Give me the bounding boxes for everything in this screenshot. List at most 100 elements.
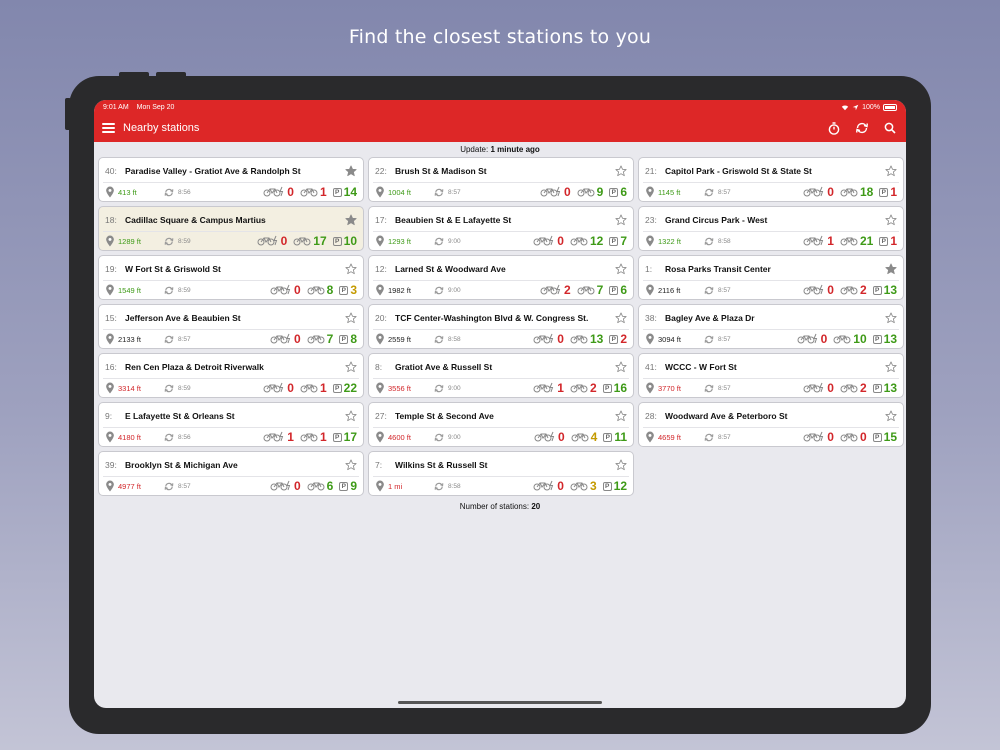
station-card[interactable]: 9: E Lafayette St & Orleans St 4180 ft 8… xyxy=(98,402,364,447)
station-card[interactable]: 8: Gratiot Ave & Russell St 3556 ft 9:00 xyxy=(368,353,634,398)
favorite-star-icon[interactable] xyxy=(345,409,357,422)
station-card[interactable]: 21: Capitol Park - Griswold St & State S… xyxy=(638,157,904,202)
station-number: 41: xyxy=(645,361,657,372)
favorite-star-icon[interactable] xyxy=(345,262,357,275)
favorite-star-icon[interactable] xyxy=(615,213,627,226)
ebike-icon xyxy=(803,382,825,395)
bike-count: 8 xyxy=(326,283,334,297)
parking-dock-icon: P xyxy=(872,285,882,295)
favorite-star-icon[interactable] xyxy=(885,213,897,226)
favorite-star-icon[interactable] xyxy=(615,409,627,422)
favorite-star-icon[interactable] xyxy=(885,360,897,373)
station-number: 27: xyxy=(375,410,387,421)
favorite-star-icon[interactable] xyxy=(885,164,897,177)
station-distance: 3314 ft xyxy=(118,383,141,393)
station-number: 8: xyxy=(375,361,383,372)
ebike-count: 0 xyxy=(287,381,294,395)
bike-icon xyxy=(577,284,595,297)
station-card[interactable]: 7: Wilkins St & Russell St 1 mi 8:58 xyxy=(368,451,634,496)
location-pin-icon xyxy=(376,186,384,198)
dock-count: 8 xyxy=(350,332,357,346)
station-card[interactable]: 20: TCF Center-Washington Blvd & W. Cong… xyxy=(368,304,634,349)
ebike-count: 0 xyxy=(280,234,288,248)
favorite-star-icon[interactable] xyxy=(615,311,627,324)
parking-dock-icon: P xyxy=(339,334,349,344)
location-pin-icon xyxy=(376,480,384,492)
favorite-star-icon[interactable] xyxy=(885,409,897,422)
bike-icon xyxy=(570,480,588,493)
sync-icon xyxy=(434,482,444,490)
menu-icon[interactable] xyxy=(102,123,115,133)
card-divider xyxy=(103,476,359,477)
favorite-star-icon[interactable] xyxy=(615,458,627,471)
station-card[interactable]: 17: Beaubien St & E Lafayette St 1293 ft… xyxy=(368,206,634,251)
sync-icon xyxy=(164,433,174,441)
station-card[interactable]: 27: Temple St & Second Ave 4600 ft 9:00 xyxy=(368,402,634,447)
refresh-icon[interactable] xyxy=(854,120,870,136)
station-name: Wilkins St & Russell St xyxy=(395,459,488,470)
favorite-star-icon[interactable] xyxy=(615,262,627,275)
station-card[interactable]: 23: Grand Circus Park - West 1322 ft 8:5… xyxy=(638,206,904,251)
station-card[interactable]: 22: Brush St & Madison St 1004 ft 8:57 xyxy=(368,157,634,202)
ebike-count: 0 xyxy=(557,430,565,444)
favorite-star-icon[interactable] xyxy=(885,311,897,324)
dock-count: 1 xyxy=(890,234,897,248)
station-card[interactable]: 40: Paradise Valley - Gratiot Ave & Rand… xyxy=(98,157,364,202)
station-update-time: 8:58 xyxy=(448,482,461,490)
favorite-star-icon[interactable] xyxy=(885,262,897,275)
ebike-icon xyxy=(533,333,555,346)
station-card[interactable]: 18: Cadillac Square & Campus Martius 128… xyxy=(98,206,364,251)
favorite-star-icon[interactable] xyxy=(615,164,627,177)
favorite-star-icon[interactable] xyxy=(345,311,357,324)
station-number: 22: xyxy=(375,165,387,176)
station-name: Gratiot Ave & Russell St xyxy=(395,361,493,372)
timer-icon[interactable] xyxy=(826,120,842,136)
station-card[interactable]: 28: Woodward Ave & Peterboro St 4659 ft … xyxy=(638,402,904,447)
ebike-count: 0 xyxy=(827,283,834,297)
station-number: 17: xyxy=(375,214,387,225)
station-name: Temple St & Second Ave xyxy=(395,410,494,421)
bike-count: 12 xyxy=(589,234,604,248)
bike-icon xyxy=(570,333,588,346)
station-card[interactable]: 15: Jefferson Ave & Beaubien St 2133 ft … xyxy=(98,304,364,349)
station-card[interactable]: 16: Ren Cen Plaza & Detroit Riverwalk 33… xyxy=(98,353,364,398)
station-card[interactable]: 39: Brooklyn St & Michigan Ave 4977 ft 8… xyxy=(98,451,364,496)
favorite-star-icon[interactable] xyxy=(615,360,627,373)
dock-count: 6 xyxy=(620,185,627,199)
location-pin-icon xyxy=(106,480,114,492)
station-name: Brooklyn St & Michigan Ave xyxy=(125,459,238,470)
station-card[interactable]: 19: W Fort St & Griswold St 1549 ft 8:59 xyxy=(98,255,364,300)
dock-count: 9 xyxy=(350,479,357,493)
favorite-star-icon[interactable] xyxy=(345,213,357,226)
search-icon[interactable] xyxy=(882,120,898,136)
bike-count: 0 xyxy=(859,430,867,444)
ebike-icon xyxy=(270,480,292,493)
station-distance: 4180 ft xyxy=(118,432,141,442)
status-bar: 9:01 AM Mon Sep 20 100% xyxy=(103,102,897,113)
ebike-icon xyxy=(263,382,285,395)
favorite-star-icon[interactable] xyxy=(345,360,357,373)
favorite-star-icon[interactable] xyxy=(345,164,357,177)
ebike-count: 0 xyxy=(293,283,301,297)
favorite-star-icon[interactable] xyxy=(345,458,357,471)
parking-dock-icon: P xyxy=(872,383,882,393)
card-divider xyxy=(103,182,359,183)
station-update-time: 8:57 xyxy=(178,482,191,490)
sync-icon xyxy=(164,188,174,196)
station-card[interactable]: 1: Rosa Parks Transit Center 2116 ft 8:5… xyxy=(638,255,904,300)
dock-count: 10 xyxy=(343,234,357,248)
station-update-time: 9:00 xyxy=(448,237,461,245)
stations-count-label: Number of stations: xyxy=(459,502,530,511)
station-name: Ren Cen Plaza & Detroit Riverwalk xyxy=(125,361,264,372)
station-number: 18: xyxy=(105,214,117,225)
station-number: 19: xyxy=(105,263,117,274)
dock-count: 3 xyxy=(350,283,357,297)
station-card[interactable]: 41: WCCC - W Fort St 3770 ft 8:57 0 xyxy=(638,353,904,398)
station-card[interactable]: 12: Larned St & Woodward Ave 1982 ft 9:0… xyxy=(368,255,634,300)
station-card[interactable]: 38: Bagley Ave & Plaza Dr 3094 ft 8:57 xyxy=(638,304,904,349)
sync-icon xyxy=(704,433,714,441)
station-distance: 1322 ft xyxy=(658,236,681,246)
card-divider xyxy=(373,231,629,232)
card-divider xyxy=(373,280,629,281)
station-number: 23: xyxy=(645,214,657,225)
